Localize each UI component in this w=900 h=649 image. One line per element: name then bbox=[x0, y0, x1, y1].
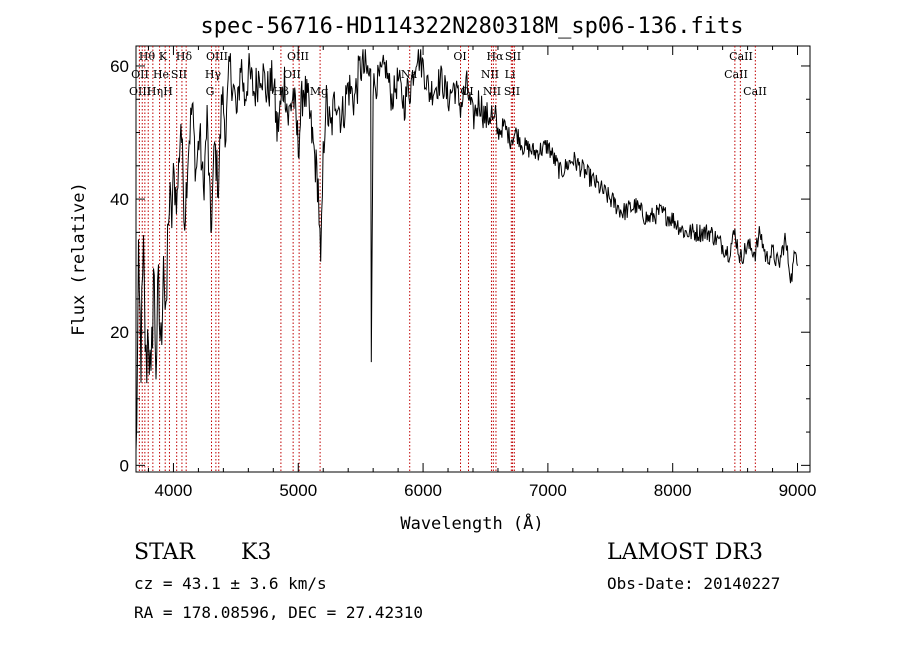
x-axis-label: Wavelength (Å) bbox=[400, 512, 543, 534]
survey-name: LAMOST DR3 bbox=[607, 540, 763, 565]
x-tick-label: 6000 bbox=[404, 481, 442, 500]
line-label: Mg bbox=[310, 85, 328, 98]
chart-title: spec-56716-HD114322N280318M_sp06-136.fit… bbox=[200, 14, 743, 39]
line-label: K bbox=[159, 50, 168, 63]
line-label: CaII bbox=[729, 50, 753, 63]
line-label: Hθ bbox=[139, 50, 156, 63]
line-label: Hη bbox=[147, 85, 163, 98]
x-tick-label: 9000 bbox=[779, 481, 817, 500]
x-tick-label: 7000 bbox=[529, 481, 567, 500]
emission-line-markers bbox=[138, 46, 756, 472]
redshift-value: cz = 43.1 ± 3.6 km/s bbox=[134, 574, 327, 593]
y-tick-label: 40 bbox=[110, 190, 129, 209]
y-axis-label: Flux (relative) bbox=[69, 182, 89, 336]
line-label: Na bbox=[401, 68, 418, 81]
line-label: H bbox=[163, 85, 173, 98]
line-label: Hα bbox=[486, 50, 504, 63]
coordinates: RA = 178.08596, DEC = 27.42310 bbox=[134, 603, 423, 622]
line-label: OIII bbox=[129, 85, 151, 98]
y-tick-label: 60 bbox=[110, 57, 129, 76]
object-class: STAR bbox=[134, 540, 195, 565]
line-label: NII bbox=[483, 85, 501, 98]
x-tick-label: 4000 bbox=[155, 481, 193, 500]
line-label: SII bbox=[171, 68, 187, 81]
line-label: NII bbox=[481, 68, 499, 81]
y-tick-label: 0 bbox=[120, 456, 129, 475]
line-label: G bbox=[206, 85, 215, 98]
observation-date: Obs-Date: 20140227 bbox=[607, 574, 781, 593]
line-label: He bbox=[153, 68, 169, 81]
spectrum-line bbox=[135, 49, 798, 451]
y-tick-label: 20 bbox=[110, 323, 129, 342]
spectral-subclass: K3 bbox=[241, 540, 272, 565]
line-label: CaII bbox=[743, 85, 767, 98]
line-label: Hγ bbox=[205, 68, 222, 81]
line-label: OI bbox=[453, 50, 466, 63]
x-tick-label: 5000 bbox=[279, 481, 317, 500]
line-label: Hδ bbox=[176, 50, 193, 63]
line-label: OIII bbox=[206, 50, 228, 63]
line-label: SII bbox=[505, 50, 521, 63]
axis-ticks: 4000 5000 6000 7000 8000 9000 0 20 40 60 bbox=[110, 46, 816, 500]
line-label: CaII bbox=[724, 68, 748, 81]
x-tick-label: 8000 bbox=[654, 481, 692, 500]
line-label: OII bbox=[131, 68, 149, 81]
line-label: OII bbox=[283, 68, 301, 81]
line-label: SII bbox=[504, 85, 520, 98]
line-label: OIII bbox=[287, 50, 309, 63]
line-label: Li bbox=[505, 68, 516, 81]
